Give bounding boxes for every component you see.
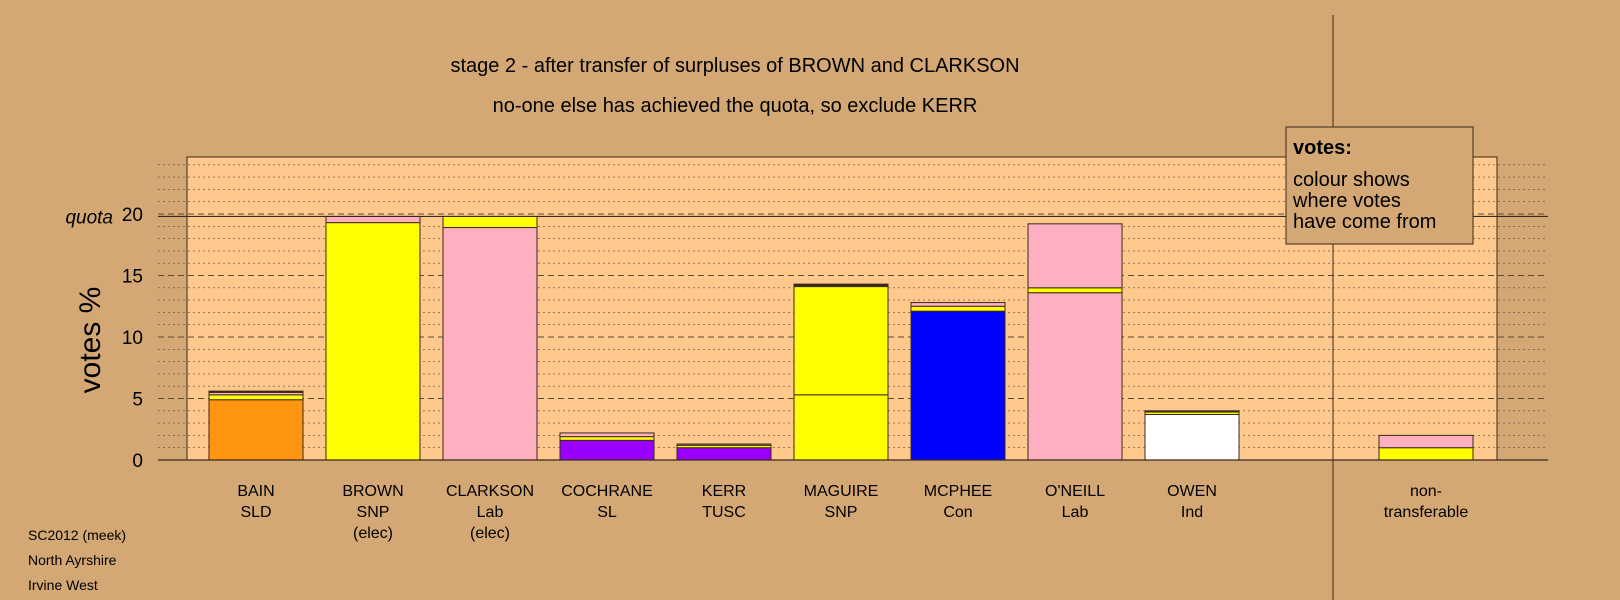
legend: votes: colour shows where votes have com…	[1285, 126, 1474, 245]
footer-method: SC2012 (meek)	[28, 527, 126, 543]
bar-segment	[1027, 223, 1123, 289]
legend-line-1: colour shows	[1293, 169, 1410, 191]
y-tick-label: 20	[122, 205, 143, 226]
candidate-label-party: transferable	[1384, 504, 1469, 521]
legend-line-2: where votes	[1292, 190, 1401, 212]
candidate-label-party: SLD	[240, 504, 271, 521]
candidate-label-name: MCPHEE	[924, 483, 992, 500]
bar-segment	[559, 436, 655, 441]
bar-segment	[325, 222, 421, 461]
quota-label: quota	[65, 207, 113, 228]
y-tick-label: 5	[132, 390, 143, 411]
candidate-label-name: non-	[1410, 483, 1442, 500]
y-tick-label: 15	[122, 267, 143, 288]
candidate-label-party: SL	[597, 504, 617, 521]
bar-segment	[793, 286, 889, 396]
bar-segment	[1027, 287, 1123, 294]
bar-non	[1378, 434, 1474, 461]
bar-segment	[325, 215, 421, 224]
candidate-label-name: COCHRANE	[561, 483, 653, 500]
legend-title: votes:	[1293, 137, 1352, 159]
chart-title: stage 2 - after transfer of surpluses of…	[450, 55, 1019, 77]
bar-clarkson	[442, 215, 538, 461]
bar-segment	[910, 305, 1006, 312]
candidate-label-party: SNP	[825, 504, 858, 521]
bar-brown	[325, 215, 421, 461]
candidate-label-note: (elec)	[353, 525, 393, 542]
bar-segment	[1378, 434, 1474, 449]
candidate-label-party: SNP	[357, 504, 390, 521]
candidate-label-name: KERR	[702, 483, 746, 500]
candidate-label-name: BAIN	[237, 483, 274, 500]
y-axis-ticks: 0 5 10 15 20	[122, 205, 143, 472]
y-tick-label: 0	[132, 451, 143, 472]
bar-maguire	[793, 283, 889, 461]
bar-segment	[793, 283, 889, 288]
bar-segment	[208, 399, 304, 461]
bar-segment	[676, 447, 772, 461]
bar-segment	[442, 215, 538, 229]
bar-cochrane	[559, 432, 655, 461]
y-axis-label: votes %	[74, 287, 107, 394]
bar-segment	[1027, 292, 1123, 461]
candidate-label-name: MAGUIRE	[804, 483, 879, 500]
candidate-label-party: Ind	[1181, 504, 1203, 521]
bar-segment	[910, 310, 1006, 461]
bar-bain	[208, 390, 304, 461]
bar-kerr	[676, 443, 772, 461]
candidate-label-party: Con	[943, 504, 972, 521]
bar-segment	[442, 227, 538, 461]
candidate-label-party: Lab	[1062, 504, 1089, 521]
footer-council: North Ayrshire	[28, 552, 117, 568]
legend-line-3: have come from	[1293, 211, 1436, 233]
candidate-label-party: TUSC	[702, 504, 746, 521]
candidate-label-name: CLARKSON	[446, 483, 534, 500]
chart-subtitle: no-one else has achieved the quota, so e…	[493, 95, 978, 117]
bar-segment	[1378, 447, 1474, 461]
legend-box	[1285, 126, 1474, 245]
bar-segment	[208, 390, 304, 393]
candidate-label-name: BROWN	[342, 483, 403, 500]
bar-segment	[208, 394, 304, 401]
y-tick-label: 10	[122, 328, 143, 349]
candidate-label-party: Lab	[477, 504, 504, 521]
bar-segment	[910, 302, 1006, 307]
bar-segment	[559, 432, 655, 438]
candidate-label-name: O'NEILL	[1045, 483, 1105, 500]
bar-segment	[1144, 410, 1240, 413]
bar-oneill	[1027, 223, 1123, 461]
candidate-label-name: OWEN	[1167, 483, 1217, 500]
footer-ward: Irvine West	[28, 577, 98, 593]
bar-segment	[793, 394, 889, 461]
bar-segment	[676, 443, 772, 446]
x-axis-labels: BAIN SLD BROWN SNP (elec) CLARKSON Lab (elec) CO…	[237, 483, 1468, 542]
candidate-label-note: (elec)	[470, 525, 510, 542]
bar-segment	[559, 439, 655, 461]
bars	[208, 215, 1474, 461]
bar-segment	[1144, 413, 1240, 461]
bar-owen	[1144, 410, 1240, 461]
bar-mcphee	[910, 302, 1006, 461]
